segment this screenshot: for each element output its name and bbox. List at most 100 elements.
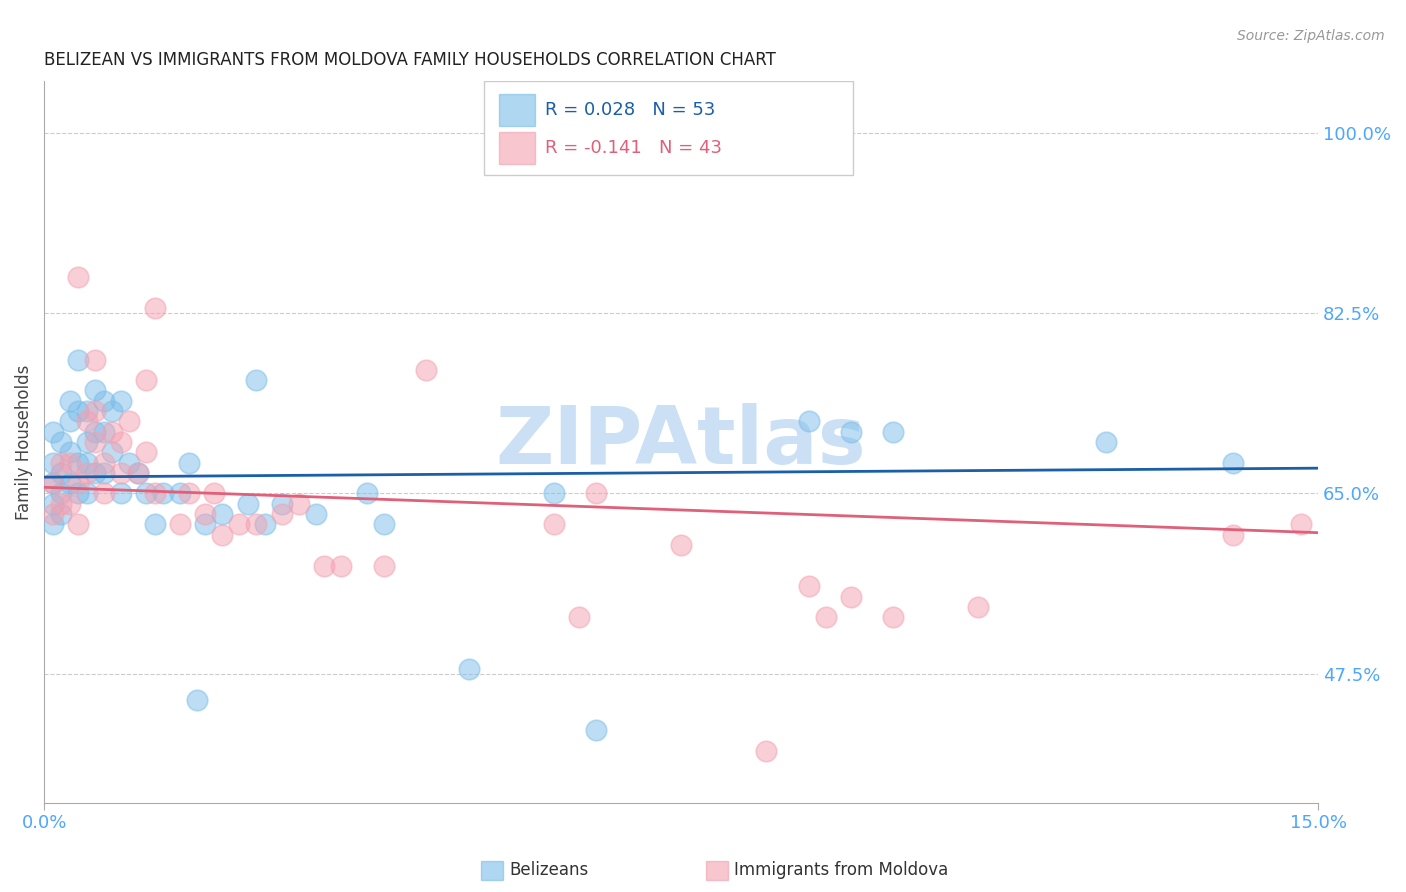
Point bbox=[245, 517, 267, 532]
Point bbox=[58, 456, 80, 470]
Point bbox=[236, 497, 259, 511]
Text: R = 0.028   N = 53: R = 0.028 N = 53 bbox=[544, 101, 716, 120]
Point bbox=[127, 466, 149, 480]
Point bbox=[67, 352, 90, 367]
Point bbox=[143, 301, 166, 315]
Point bbox=[797, 414, 820, 428]
Point bbox=[101, 425, 124, 439]
Point bbox=[58, 445, 80, 459]
Point bbox=[202, 486, 225, 500]
Point bbox=[177, 486, 200, 500]
Point bbox=[177, 456, 200, 470]
Point bbox=[93, 466, 115, 480]
Point bbox=[84, 404, 107, 418]
Point bbox=[373, 517, 395, 532]
Point bbox=[245, 373, 267, 387]
Point bbox=[67, 270, 90, 285]
Point bbox=[41, 507, 63, 521]
Point bbox=[76, 404, 98, 418]
Point bbox=[543, 517, 565, 532]
Point bbox=[143, 517, 166, 532]
Point bbox=[305, 507, 328, 521]
Point bbox=[135, 445, 157, 459]
Point bbox=[194, 517, 217, 532]
Point bbox=[186, 692, 208, 706]
Point bbox=[373, 558, 395, 573]
Point bbox=[101, 445, 124, 459]
Point bbox=[271, 497, 294, 511]
Point bbox=[93, 425, 115, 439]
Point bbox=[356, 486, 378, 500]
Point bbox=[169, 486, 191, 500]
Y-axis label: Family Households: Family Households bbox=[15, 364, 32, 520]
Point bbox=[58, 497, 80, 511]
Point bbox=[49, 497, 72, 511]
Point bbox=[330, 558, 353, 573]
Point bbox=[93, 486, 115, 500]
Point bbox=[41, 517, 63, 532]
Point bbox=[882, 425, 904, 439]
Point bbox=[41, 476, 63, 491]
Point bbox=[118, 456, 141, 470]
Point bbox=[568, 610, 591, 624]
Point bbox=[169, 517, 191, 532]
Text: R = -0.141   N = 43: R = -0.141 N = 43 bbox=[544, 139, 721, 157]
Point bbox=[84, 352, 107, 367]
Point bbox=[967, 599, 990, 614]
Point bbox=[76, 414, 98, 428]
Point bbox=[67, 517, 90, 532]
Point bbox=[135, 486, 157, 500]
Point bbox=[41, 476, 63, 491]
Point bbox=[110, 434, 132, 449]
Point bbox=[93, 456, 115, 470]
Point bbox=[1094, 434, 1116, 449]
Text: Source: ZipAtlas.com: Source: ZipAtlas.com bbox=[1237, 29, 1385, 44]
Point bbox=[1289, 517, 1312, 532]
Point bbox=[585, 486, 607, 500]
Point bbox=[415, 363, 437, 377]
Text: Belizeans: Belizeans bbox=[509, 861, 588, 879]
Point bbox=[797, 579, 820, 593]
Text: ZIPAtlas: ZIPAtlas bbox=[496, 403, 866, 481]
Point bbox=[67, 476, 90, 491]
Point bbox=[84, 434, 107, 449]
Point bbox=[127, 466, 149, 480]
Point bbox=[1222, 527, 1244, 541]
FancyBboxPatch shape bbox=[484, 81, 853, 175]
Text: BELIZEAN VS IMMIGRANTS FROM MOLDOVA FAMILY HOUSEHOLDS CORRELATION CHART: BELIZEAN VS IMMIGRANTS FROM MOLDOVA FAMI… bbox=[44, 51, 776, 69]
Point bbox=[101, 404, 124, 418]
Point bbox=[755, 744, 778, 758]
Bar bbox=[499, 132, 534, 164]
Point bbox=[669, 538, 692, 552]
Point bbox=[271, 507, 294, 521]
Point bbox=[228, 517, 250, 532]
Point bbox=[67, 456, 90, 470]
Point bbox=[585, 723, 607, 738]
Point bbox=[49, 466, 72, 480]
Point bbox=[76, 456, 98, 470]
Point bbox=[839, 425, 862, 439]
Point bbox=[211, 527, 233, 541]
Point bbox=[194, 507, 217, 521]
Point bbox=[84, 384, 107, 398]
Point bbox=[41, 456, 63, 470]
Point bbox=[67, 486, 90, 500]
Point bbox=[253, 517, 276, 532]
Point bbox=[84, 425, 107, 439]
Point bbox=[41, 425, 63, 439]
Point bbox=[143, 486, 166, 500]
Point bbox=[211, 507, 233, 521]
Point bbox=[110, 466, 132, 480]
Point bbox=[58, 476, 80, 491]
Bar bbox=[499, 94, 534, 126]
Point bbox=[110, 393, 132, 408]
Point bbox=[152, 486, 174, 500]
Point bbox=[457, 662, 479, 676]
Point bbox=[76, 466, 98, 480]
Point bbox=[76, 486, 98, 500]
Point bbox=[882, 610, 904, 624]
Point bbox=[84, 466, 107, 480]
Text: Immigrants from Moldova: Immigrants from Moldova bbox=[734, 861, 948, 879]
Point bbox=[93, 393, 115, 408]
Point bbox=[76, 434, 98, 449]
